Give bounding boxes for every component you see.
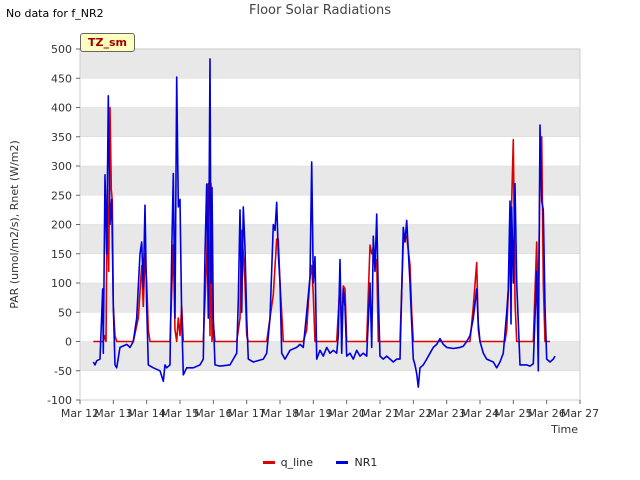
- y-tick-label: 50: [58, 306, 72, 319]
- x-tick-label: Mar 25: [494, 407, 532, 420]
- y-axis-label: PAR (umol/m2/s), Rnet (W/m2): [8, 140, 21, 309]
- x-tick-label: Mar 18: [261, 407, 299, 420]
- series-line-nr1: [92, 58, 556, 388]
- grid-band: [80, 341, 580, 371]
- y-tick-label: 200: [51, 219, 72, 232]
- legend-item-q-line: q_line: [262, 456, 313, 469]
- x-tick-label: Mar 23: [428, 407, 466, 420]
- x-tick-label: Mar 26: [528, 407, 566, 420]
- x-tick-label: Mar 22: [394, 407, 432, 420]
- grid-band: [80, 224, 580, 254]
- grid-band: [80, 49, 580, 79]
- y-tick-label: 500: [51, 43, 72, 56]
- chart-title: Floor Solar Radiations: [249, 3, 391, 18]
- x-tick-label: Mar 20: [328, 407, 366, 420]
- legend-swatch-q-line: [262, 461, 275, 464]
- grid-band: [80, 107, 580, 137]
- legend: q_line NR1: [0, 454, 640, 469]
- x-tick-label: Mar 19: [294, 407, 332, 420]
- grid-band: [80, 283, 580, 313]
- y-tick-label: -50: [54, 365, 72, 378]
- x-tick-label: Mar 17: [228, 407, 266, 420]
- x-tick-label: Mar 15: [161, 407, 199, 420]
- x-axis-label: Time: [550, 423, 578, 436]
- grid-band: [80, 166, 580, 196]
- y-tick-label: 150: [51, 248, 72, 261]
- legend-item-nr1: NR1: [336, 456, 377, 469]
- y-tick-label: 400: [51, 102, 72, 115]
- y-tick-label: 300: [51, 160, 72, 173]
- x-tick-label: Mar 12: [61, 407, 99, 420]
- x-tick-label: Mar 21: [361, 407, 399, 420]
- x-tick-label: Mar 13: [94, 407, 132, 420]
- x-tick-label: Mar 14: [128, 407, 166, 420]
- y-tick-label: 100: [51, 277, 72, 290]
- legend-swatch-nr1: [336, 461, 349, 464]
- no-data-note: No data for f_NR2: [6, 7, 104, 20]
- legend-label-nr1: NR1: [354, 456, 378, 469]
- x-tick-label: Mar 16: [194, 407, 232, 420]
- y-tick-label: 0: [65, 336, 72, 349]
- x-tick-label: Mar 27: [561, 407, 599, 420]
- y-tick-label: 250: [51, 189, 72, 202]
- legend-label-q-line: q_line: [280, 456, 313, 469]
- site-badge: TZ_sm: [80, 33, 135, 52]
- y-tick-label: 450: [51, 72, 72, 85]
- y-tick-label: 350: [51, 131, 72, 144]
- x-tick-label: Mar 24: [461, 407, 499, 420]
- y-tick-label: -100: [47, 394, 72, 407]
